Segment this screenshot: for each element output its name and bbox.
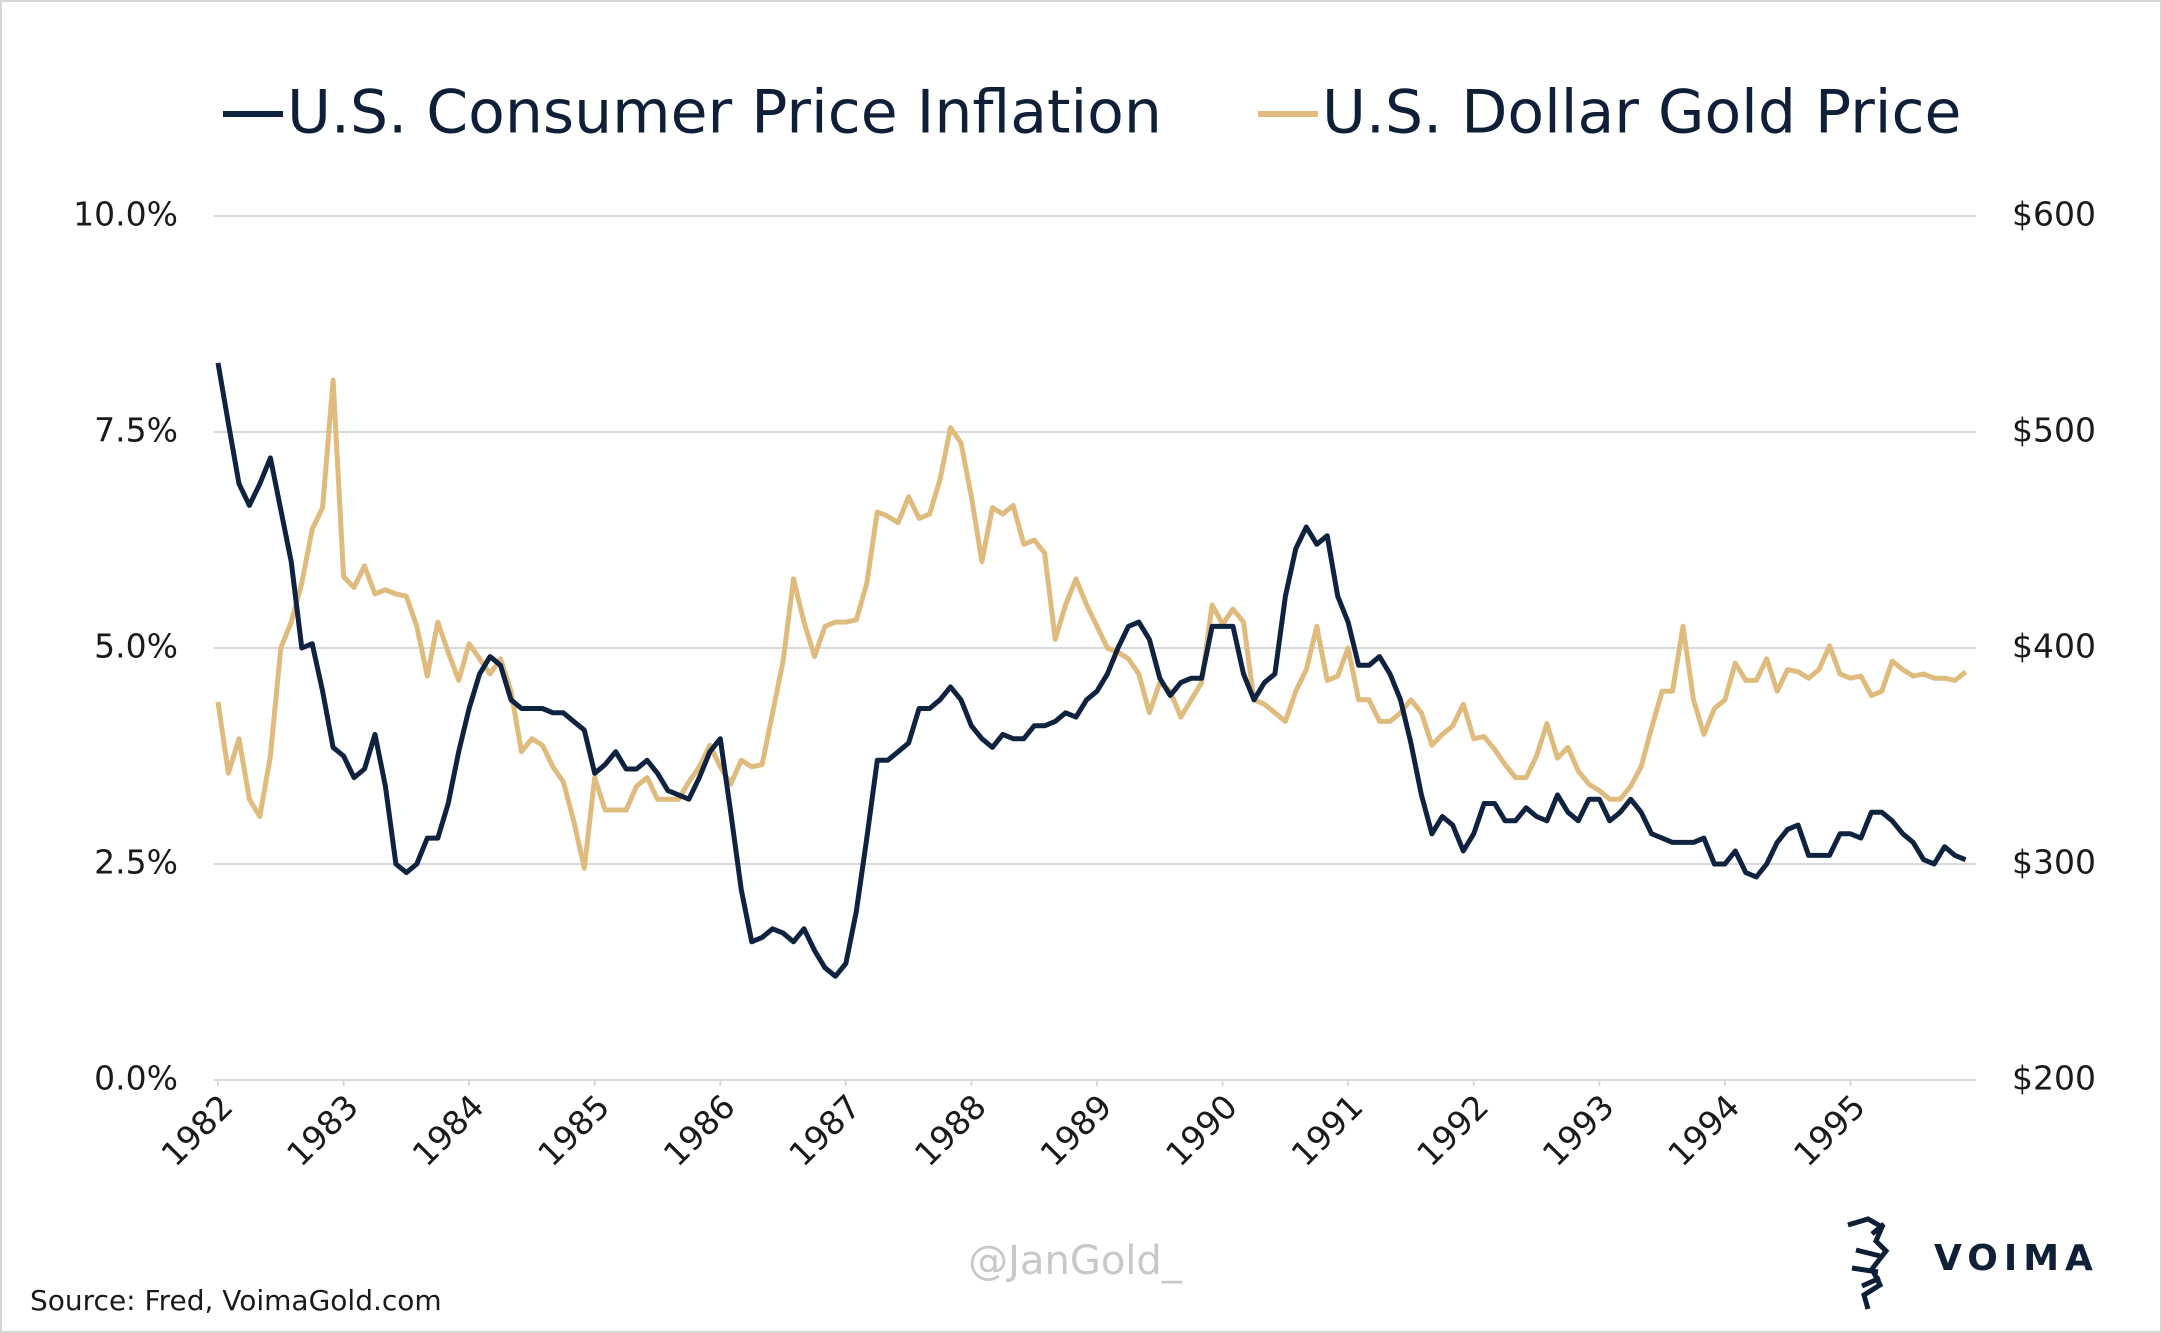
y-tick-label: 7.5% xyxy=(94,411,178,450)
y2-tick-label: $300 xyxy=(2012,843,2096,882)
x-tick-label: 1995 xyxy=(1786,1087,1873,1174)
x-tick-label: 1993 xyxy=(1535,1087,1622,1174)
y2-tick-label: $600 xyxy=(2012,195,2096,234)
source-note: Source: Fred, VoimaGold.com xyxy=(30,1284,442,1317)
x-tick-label: 1982 xyxy=(153,1087,240,1174)
x-tick-label: 1991 xyxy=(1284,1087,1371,1174)
y2-tick-label: $500 xyxy=(2012,411,2096,450)
x-tick-label: 1992 xyxy=(1409,1087,1496,1174)
x-tick-label: 1984 xyxy=(405,1087,492,1174)
x-tick-label: 1989 xyxy=(1032,1087,1119,1174)
y-tick-label: 2.5% xyxy=(94,843,178,882)
x-tick-label: 1990 xyxy=(1158,1087,1245,1174)
y-tick-label: 5.0% xyxy=(94,627,178,666)
x-tick-label: 1994 xyxy=(1660,1087,1747,1174)
x-tick-label: 1986 xyxy=(656,1087,743,1174)
legend-label: U.S. Dollar Gold Price xyxy=(1322,78,1961,148)
y2-tick-label: $200 xyxy=(2012,1059,2096,1098)
x-tick-label: 1985 xyxy=(530,1087,617,1174)
watermark: @JanGold_ xyxy=(968,1238,1183,1284)
series-line xyxy=(215,362,1967,979)
x-tick-label: 1987 xyxy=(781,1087,868,1174)
x-tick-label: 1983 xyxy=(279,1087,366,1174)
logo-icon xyxy=(1847,1216,1890,1310)
series-line xyxy=(215,377,1968,871)
x-tick-label: 1988 xyxy=(907,1087,994,1174)
logo-text: VOIMA xyxy=(1934,1238,2099,1279)
y-tick-label: 10.0% xyxy=(73,195,178,234)
y2-tick-label: $400 xyxy=(2012,627,2096,666)
y-tick-label: 0.0% xyxy=(94,1059,178,1098)
legend-label: U.S. Consumer Price Inflation xyxy=(287,78,1162,148)
